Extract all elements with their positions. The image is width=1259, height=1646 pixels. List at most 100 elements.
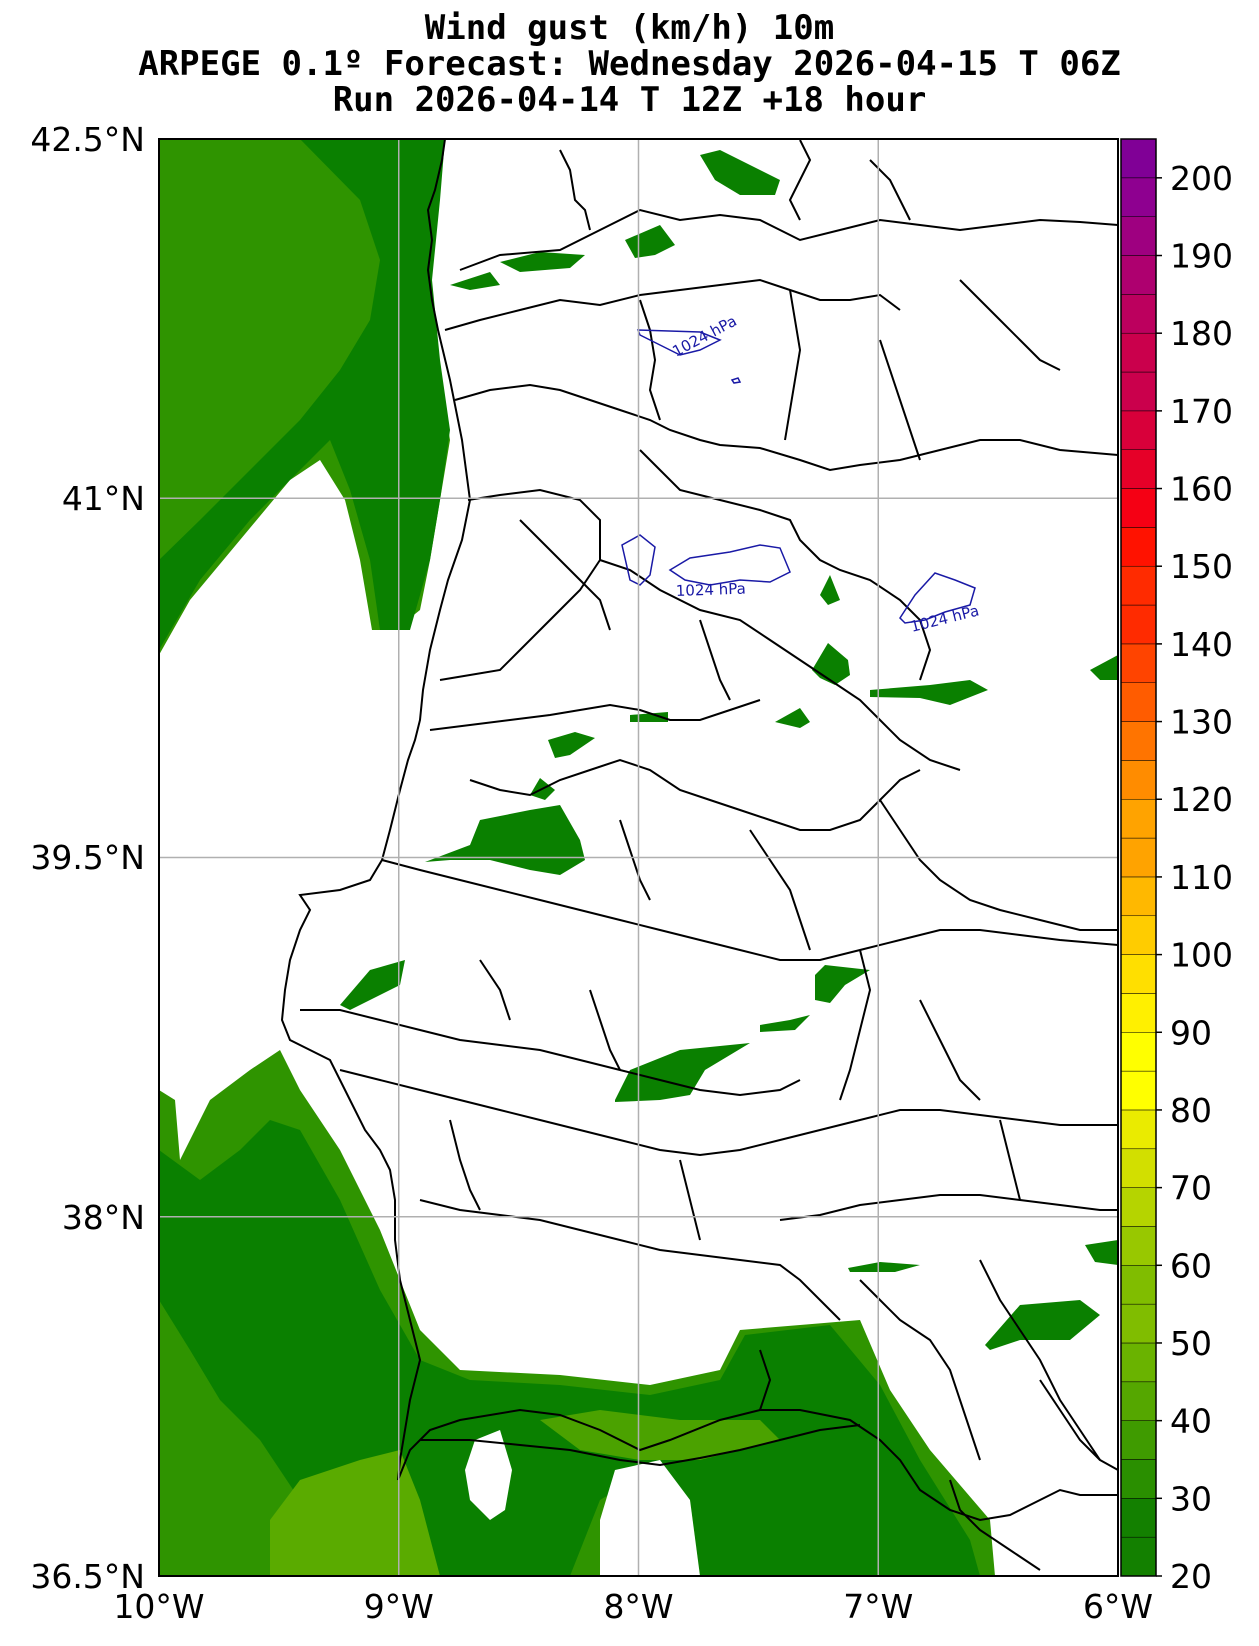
colorbar-segment: [1120, 1187, 1157, 1227]
gust-patch-19: [985, 1300, 1100, 1350]
isobar-east: [899, 572, 976, 624]
colorbar-segment: [1120, 332, 1157, 373]
x-axis-ticks: 10°W 9°W 8°W 7°W 6°W: [113, 1587, 1153, 1626]
gust-patch-3: [500, 252, 585, 272]
gust-patch-8: [1090, 655, 1118, 680]
colorbar-segment: [1120, 177, 1157, 217]
map-title: Wind gust (km/h) 10m ARPEGE 0.1º Forecas…: [0, 10, 1259, 118]
gust-area-north-core: [159, 139, 450, 650]
colorbar-segment: [1120, 1226, 1157, 1266]
gust-patch-17: [615, 1043, 750, 1102]
colorbar-tick-label: 30: [1170, 1479, 1212, 1518]
isobar-north-small: [730, 377, 742, 384]
gust-patch-4: [450, 272, 500, 290]
colorbar-segment: [1120, 760, 1157, 800]
colorbar-segment: [1120, 1303, 1157, 1344]
colorbar-segment: [1120, 993, 1157, 1033]
calm-area-1: [465, 1430, 512, 1520]
colorbar-tick-label: 190: [1170, 237, 1233, 276]
isobar-center-small: [621, 534, 656, 586]
y-tick-label: 36.5°N: [30, 1557, 145, 1596]
colorbar-tick-label: 40: [1170, 1402, 1212, 1441]
colorbar-segment: [1120, 488, 1157, 528]
colorbar-segment: [1120, 527, 1157, 567]
gridlines: [159, 139, 1118, 1576]
coastline-atlantic: [280, 139, 1118, 1522]
colorbar-segment: [1120, 255, 1157, 295]
colorbar-segment: [1120, 565, 1157, 606]
gust-patch-9: [775, 708, 810, 728]
colorbar: [1120, 138, 1157, 1577]
title-line-1: Wind gust (km/h) 10m: [424, 8, 835, 48]
colorbar-segment: [1120, 1265, 1157, 1305]
colorbar-segment: [1120, 1459, 1157, 1499]
colorbar-segment: [1120, 876, 1157, 917]
isobar-label-center: 1024 hPa: [676, 580, 747, 600]
colorbar-frame: [1120, 138, 1157, 1577]
colorbar-tick-label: 120: [1170, 780, 1233, 819]
colorbar-tick-label: 170: [1170, 392, 1233, 431]
colorbar-tick-label: 180: [1170, 314, 1233, 353]
colorbar-segment: [1120, 798, 1157, 839]
colorbar-tick-label: 60: [1170, 1246, 1212, 1285]
gust-patch-7: [870, 680, 988, 705]
colorbar-segment: [1120, 682, 1157, 722]
colorbar-tick-label: 110: [1170, 858, 1233, 897]
colorbar-segment: [1120, 954, 1157, 994]
isobar-north: [636, 329, 722, 356]
colorbar-tick-label: 50: [1170, 1324, 1212, 1363]
x-tick-label: 9°W: [364, 1587, 434, 1626]
gust-patch-18: [848, 1262, 920, 1272]
title-line-2: ARPEGE 0.1º Forecast: Wednesday 2026-04-…: [138, 44, 1121, 84]
colorbar-segment: [1120, 837, 1157, 878]
colorbar-segment: [1120, 1342, 1157, 1383]
x-tick-label: 6°W: [1083, 1587, 1153, 1626]
y-tick-label: 41°N: [62, 479, 145, 518]
colorbar-segment: [1120, 604, 1157, 645]
gust-patch-14: [340, 960, 405, 1010]
colorbar-labels: 200 190 180 170 160 150 140 130 120 110 100 90 80 70 6…: [1156, 159, 1233, 1596]
y-tick-label: 38°N: [62, 1198, 145, 1237]
colorbar-tick-label: 200: [1170, 159, 1233, 198]
x-tick-label: 7°W: [843, 1587, 913, 1626]
colorbar-segment: [1120, 216, 1157, 256]
colorbar-tick-label: 70: [1170, 1169, 1212, 1208]
colorbar-segment: [1120, 1032, 1157, 1072]
gust-area-south-strong: [270, 1450, 440, 1576]
gust-patch-5: [820, 575, 840, 605]
y-axis-ticks: 42.5°N 41°N 39.5°N 38°N 36.5°N: [30, 120, 145, 1596]
colorbar-tick-label: 150: [1170, 547, 1233, 586]
colorbar-segment: [1120, 1070, 1157, 1111]
district-borders: [300, 139, 1118, 1571]
colorbar-tick-label: 160: [1170, 470, 1233, 509]
colorbar-tick-label: 130: [1170, 703, 1233, 742]
colorbar-segment: [1120, 371, 1157, 412]
y-tick-label: 39.5°N: [30, 838, 145, 877]
gust-patch-11: [548, 732, 595, 758]
gust-area-south-strong-2: [540, 1410, 780, 1460]
y-tick-label: 42.5°N: [30, 120, 145, 159]
colorbar-segment: [1120, 1498, 1157, 1538]
gust-patch-1: [700, 150, 780, 195]
gust-patch-2: [625, 225, 675, 258]
colorbar-tick-label: 140: [1170, 625, 1233, 664]
colorbar-segment: [1120, 449, 1157, 489]
map-frame: [158, 138, 1119, 1577]
isobar-center: [668, 544, 791, 586]
colorbar-segment: [1120, 1148, 1157, 1188]
colorbar-segment: [1120, 1536, 1157, 1577]
colorbar-segment: [1120, 138, 1157, 179]
colorbar-segment: [1120, 721, 1157, 761]
colorbar-tick-label: 20: [1170, 1557, 1212, 1596]
gust-patch-20: [1085, 1240, 1118, 1265]
gust-patch-15: [815, 965, 870, 1003]
gust-patch-16: [760, 1015, 810, 1032]
colorbar-segment: [1120, 294, 1157, 334]
colorbar-segment: [1120, 915, 1157, 955]
x-tick-label: 8°W: [603, 1587, 673, 1626]
title-line-3: Run 2026-04-14 T 12Z +18 hour: [332, 80, 927, 120]
colorbar-segment: [1120, 410, 1157, 450]
colorbar-segment: [1120, 643, 1157, 683]
colorbar-tick-label: 90: [1170, 1013, 1212, 1052]
